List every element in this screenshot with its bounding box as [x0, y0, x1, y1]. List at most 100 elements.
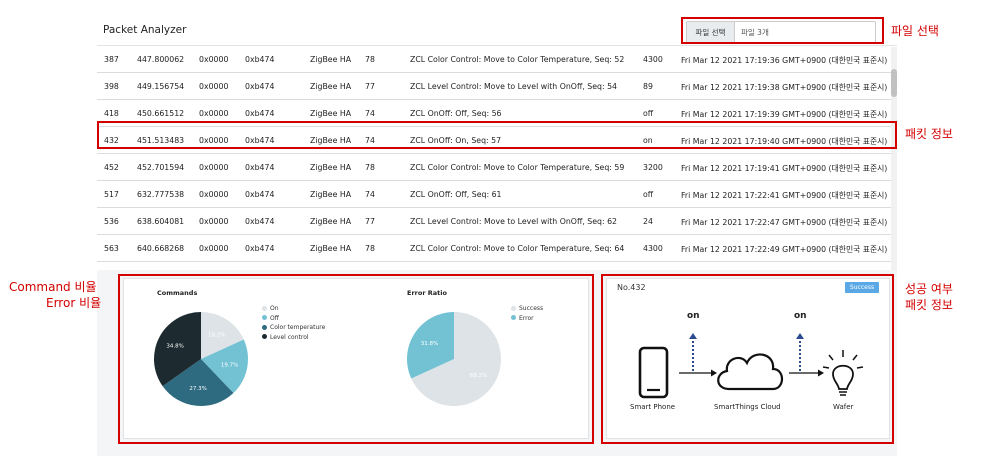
status-badge: Success	[845, 282, 879, 293]
table-cell: 0xb474	[245, 55, 275, 64]
table-cell: 77	[365, 82, 375, 91]
table-cell: 74	[365, 136, 375, 145]
error-ratio-pie-chart: 68.2% 31.8%	[407, 312, 501, 406]
legend-swatch	[262, 334, 267, 339]
device-label-wafer: Wafer	[833, 403, 854, 411]
table-cell: off	[643, 190, 654, 199]
table-cell: 447.800062	[137, 55, 185, 64]
table-cell: 0x0000	[199, 190, 229, 199]
table-cell: 24	[643, 217, 653, 226]
legend-item[interactable]: Level control	[262, 334, 332, 341]
table-row[interactable]: 387 447.800062 0x0000 0xb474 ZigBee HA 78 ZCL …	[97, 46, 891, 73]
table-row[interactable]: 563 640.668268 0x0000 0xb474 ZigBee HA 78 ZCL …	[97, 235, 891, 262]
table-cell: 452.701594	[137, 163, 185, 172]
table-cell: 452	[104, 163, 119, 172]
error-ratio-chart-title: Error Ratio	[407, 289, 447, 297]
commands-pie-chart: 18.2% 19.7% 27.3% 34.8%	[154, 312, 248, 406]
error-ratio-legend: Success Error	[511, 305, 571, 324]
file-select-button[interactable]: 파일 선택	[687, 22, 735, 42]
pie-slice	[411, 312, 501, 406]
legend-item[interactable]: Success	[511, 305, 571, 312]
table-row[interactable]: 432 451.513483 0x0000 0xb474 ZigBee HA 74 ZCL …	[97, 127, 891, 154]
table-cell: 0xb474	[245, 217, 275, 226]
legend-label: Error	[519, 314, 534, 322]
table-row[interactable]: 398 449.156754 0x0000 0xb474 ZigBee HA 77 ZCL …	[97, 73, 891, 100]
table-cell: 432	[104, 136, 119, 145]
pie-slice-label: 68.2%	[470, 373, 487, 379]
table-cell: 77	[365, 217, 375, 226]
legend-item[interactable]: On	[262, 305, 332, 312]
status-annotation-line2: 패킷 정보	[905, 298, 953, 312]
legend-item[interactable]: Error	[511, 315, 571, 322]
pie-slice	[201, 312, 244, 359]
table-cell: 78	[365, 55, 375, 64]
table-cell: 78	[365, 163, 375, 172]
device-label-cloud: SmartThings Cloud	[714, 403, 781, 411]
table-cell: ZigBee HA	[310, 244, 352, 253]
table-cell: Fri Mar 12 2021 17:19:36 GMT+0900 (대한민국 …	[681, 56, 888, 65]
commands-chart-title: Commands	[157, 289, 198, 297]
table-cell: ZCL OnOff: Off, Seq: 61	[410, 190, 502, 199]
table-cell: ZCL Level Control: Move to Level with On…	[410, 217, 617, 226]
table-cell: 74	[365, 190, 375, 199]
legend-label: On	[270, 305, 279, 312]
ratio-annotation-line1: Command 비율	[9, 280, 97, 294]
packet-number: No.432	[617, 283, 646, 292]
legend-label: Color temperature	[270, 324, 326, 331]
table-cell: ZCL OnOff: On, Seq: 57	[410, 136, 502, 145]
legend-item[interactable]: Color temperature	[262, 324, 332, 331]
table-cell: 0x0000	[199, 163, 229, 172]
ratio-charts-card: Commands 18.2% 19.7% 27.3% 34.8% On Off Color…	[123, 278, 589, 439]
table-cell: 0x0000	[199, 136, 229, 145]
table-cell: ZigBee HA	[310, 136, 352, 145]
table-cell: ZCL Color Control: Move to Color Tempera…	[410, 55, 625, 64]
cloud-icon	[717, 353, 784, 391]
legend-label: Level control	[270, 333, 309, 341]
table-row[interactable]: 536 638.604081 0x0000 0xb474 ZigBee HA 77 ZCL …	[97, 208, 891, 235]
packet-table[interactable]: 387 447.800062 0x0000 0xb474 ZigBee HA 78 ZCL …	[97, 46, 897, 276]
up-arrow-icon	[689, 333, 697, 371]
table-scrollbar[interactable]	[891, 47, 897, 277]
table-cell: ZCL Color Control: Move to Color Tempera…	[410, 244, 625, 253]
table-cell: 0x0000	[199, 109, 229, 118]
legend-item[interactable]: Off	[262, 315, 332, 322]
table-cell: 0xb474	[245, 82, 275, 91]
table-cell: 0x0000	[199, 82, 229, 91]
table-cell: 563	[104, 244, 119, 253]
flow-diagram	[638, 333, 864, 399]
scrollbar-thumb[interactable]	[891, 69, 897, 97]
table-cell: ZigBee HA	[310, 109, 352, 118]
table-cell: 4300	[643, 244, 663, 253]
legend-swatch	[511, 315, 516, 320]
packet-info-annotation: 패킷 정보	[905, 127, 953, 141]
table-cell: 536	[104, 217, 119, 226]
table-cell: ZigBee HA	[310, 55, 352, 64]
table-cell: 418	[104, 109, 119, 118]
legend-swatch	[262, 315, 267, 320]
table-cell: Fri Mar 12 2021 17:22:49 GMT+0900 (대한민국 …	[681, 245, 888, 254]
file-name-display: 파일 3개	[741, 27, 769, 37]
table-row[interactable]: 418 450.661512 0x0000 0xb474 ZigBee HA 74 ZCL …	[97, 100, 891, 127]
table-cell: ZCL Color Control: Move to Color Tempera…	[410, 163, 625, 172]
file-select-annotation: 파일 선택	[891, 24, 939, 38]
table-cell: Fri Mar 12 2021 17:22:47 GMT+0900 (대한민국 …	[681, 218, 888, 227]
ratio-annotation-line2: Error 비율	[46, 296, 102, 310]
table-cell: ZCL OnOff: Off, Seq: 56	[410, 109, 502, 118]
legend-swatch	[262, 305, 267, 311]
table-cell: 0xb474	[245, 190, 275, 199]
table-cell: 451.513483	[137, 136, 185, 145]
table-cell: 0xb474	[245, 244, 275, 253]
table-cell: 78	[365, 244, 375, 253]
table-cell: 517	[104, 190, 119, 199]
table-cell: 640.668268	[137, 244, 185, 253]
table-row[interactable]: 517 632.777538 0x0000 0xb474 ZigBee HA 74 ZCL …	[97, 181, 891, 208]
pie-slice	[154, 312, 201, 387]
table-cell: ZCL Level Control: Move to Level with On…	[410, 82, 617, 91]
pie-slice	[407, 312, 454, 379]
smartphone-icon	[638, 346, 669, 399]
table-row[interactable]: 452 452.701594 0x0000 0xb474 ZigBee HA 78 ZCL …	[97, 154, 891, 181]
table-cell: ZigBee HA	[310, 190, 352, 199]
table-cell: Fri Mar 12 2021 17:19:41 GMT+0900 (대한민국 …	[681, 164, 888, 173]
table-cell: Fri Mar 12 2021 17:19:40 GMT+0900 (대한민국 …	[681, 137, 888, 146]
